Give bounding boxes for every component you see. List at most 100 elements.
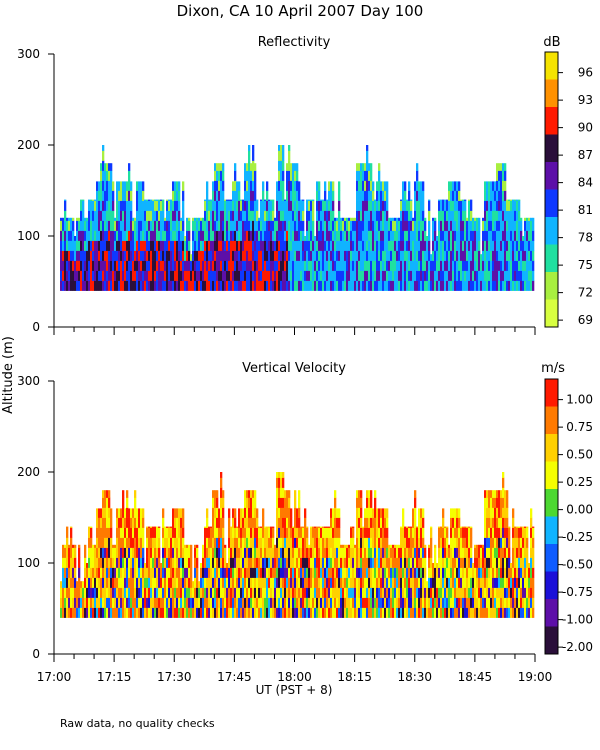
- data-cell: [328, 557, 331, 568]
- data-cell: [458, 190, 461, 201]
- data-cell: [524, 280, 527, 291]
- data-cell: [132, 527, 135, 538]
- data-cell: [460, 607, 463, 618]
- data-cell: [180, 517, 183, 528]
- data-cell: [204, 200, 207, 211]
- data-cell: [60, 581, 63, 588]
- data-cell: [344, 557, 347, 568]
- data-cell: [314, 547, 317, 558]
- data-cell: [262, 557, 265, 568]
- data-cell: [108, 607, 111, 618]
- data-cell: [470, 220, 473, 231]
- data-cell: [312, 577, 315, 588]
- data-cell: [486, 607, 489, 618]
- data-cell: [258, 577, 261, 588]
- data-cell: [116, 190, 119, 201]
- data-cell: [474, 587, 477, 598]
- data-cell: [424, 557, 427, 568]
- data-cell: [478, 217, 481, 221]
- data-cell: [436, 587, 439, 598]
- data-cell: [288, 517, 291, 528]
- data-cell: [416, 597, 419, 608]
- data-cell: [492, 210, 495, 221]
- data-cell: [154, 557, 157, 568]
- data-cell: [174, 181, 177, 191]
- data-cell: [104, 260, 107, 271]
- data-cell: [262, 270, 265, 281]
- data-cell: [486, 537, 489, 548]
- data-cell: [176, 587, 179, 598]
- data-cell: [280, 280, 283, 291]
- data-cell: [466, 597, 469, 608]
- data-cell: [184, 250, 187, 261]
- data-cell: [440, 199, 443, 201]
- data-cell: [518, 607, 521, 618]
- data-cell: [356, 537, 359, 548]
- data-cell: [276, 220, 279, 231]
- data-cell: [84, 240, 87, 251]
- data-cell: [116, 508, 119, 518]
- data-cell: [520, 240, 523, 251]
- data-cell: [442, 270, 445, 281]
- data-cell: [82, 280, 85, 291]
- data-cell: [138, 567, 141, 578]
- data-cell: [200, 577, 203, 588]
- data-cell: [244, 240, 247, 251]
- data-cell: [456, 200, 459, 211]
- data-cell: [306, 200, 309, 211]
- x-tick-label: 17:15: [97, 670, 132, 684]
- data-cell: [364, 230, 367, 241]
- data-cell: [352, 526, 355, 528]
- data-cell: [332, 587, 335, 598]
- data-cell: [336, 217, 339, 221]
- data-cell: [80, 200, 83, 211]
- data-cell: [364, 240, 367, 251]
- data-cell: [444, 527, 447, 538]
- data-cell: [420, 250, 423, 261]
- data-cell: [98, 210, 101, 221]
- data-cell: [444, 587, 447, 598]
- data-cell: [454, 508, 457, 518]
- data-cell: [228, 527, 231, 538]
- data-cell: [406, 567, 409, 578]
- data-cell: [390, 250, 393, 261]
- data-cell: [306, 527, 309, 538]
- data-cell: [336, 230, 339, 241]
- data-cell: [102, 210, 105, 221]
- data-cell: [364, 607, 367, 618]
- data-cell: [490, 577, 493, 588]
- footnote: Raw data, no quality checks: [60, 717, 215, 730]
- data-cell: [216, 537, 219, 548]
- data-cell: [244, 250, 247, 261]
- data-cell: [432, 270, 435, 281]
- data-cell: [140, 527, 143, 538]
- data-cell: [292, 230, 295, 241]
- data-cell: [440, 260, 443, 271]
- data-cell: [290, 517, 293, 528]
- data-cell: [276, 527, 279, 538]
- data-cell: [440, 240, 443, 251]
- data-cell: [392, 220, 395, 231]
- data-cell: [522, 240, 525, 251]
- data-cell: [302, 526, 305, 528]
- data-cell: [270, 250, 273, 261]
- data-cell: [422, 260, 425, 271]
- data-cell: [244, 220, 247, 231]
- data-cell: [248, 230, 251, 241]
- data-cell: [386, 260, 389, 271]
- data-cell: [440, 280, 443, 291]
- data-cell: [386, 557, 389, 568]
- data-cell: [256, 557, 259, 568]
- data-cell: [422, 210, 425, 221]
- data-cell: [186, 544, 189, 548]
- data-cell: [290, 547, 293, 558]
- data-cell: [456, 230, 459, 241]
- data-cell: [294, 280, 297, 291]
- data-cell: [374, 567, 377, 578]
- data-cell: [214, 230, 217, 241]
- data-cell: [178, 240, 181, 251]
- data-cell: [400, 527, 403, 538]
- data-cell: [244, 527, 247, 538]
- data-cell: [388, 607, 391, 618]
- data-cell: [506, 557, 509, 568]
